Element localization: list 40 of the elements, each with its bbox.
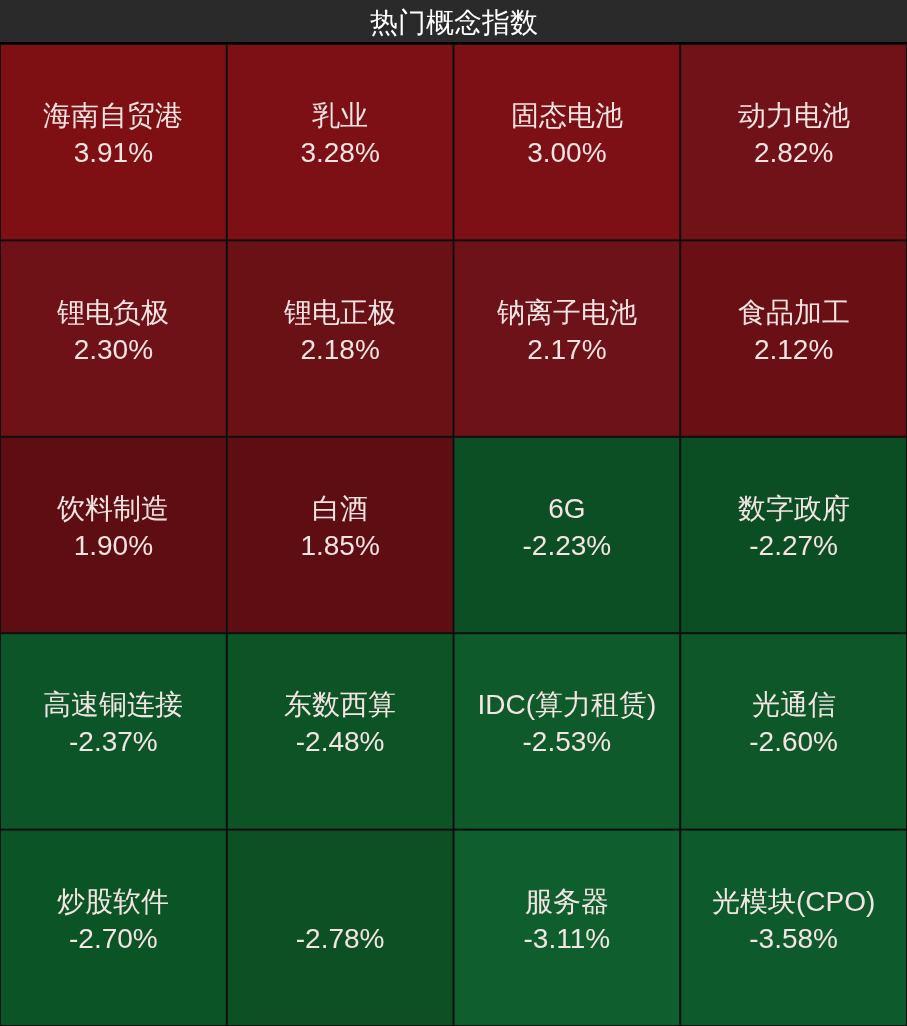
value-label: -2.70%	[69, 922, 158, 954]
value-label: 3.28%	[300, 137, 380, 169]
title: 热门概念指数	[369, 7, 538, 38]
tile-name: IDC(算力租赁)	[477, 689, 657, 721]
value-label: 3.00%	[527, 137, 607, 169]
tile-name: 光通信	[751, 689, 836, 721]
tile-name: 炒股软件	[57, 885, 170, 917]
tile-name: 东数西算	[284, 689, 397, 721]
value-label: -2.60%	[749, 726, 838, 758]
value-label: 1.90%	[73, 530, 154, 561]
tile-name: 固态电池	[510, 100, 623, 132]
tile-name: 钠离子电池	[496, 296, 637, 328]
tile-name: 白酒	[312, 493, 369, 524]
tile-name: 食品加工	[737, 296, 850, 328]
tile-name: 海南自贸港	[43, 100, 184, 132]
value-label: 2.82%	[753, 137, 834, 169]
tile-name: 服务器	[524, 885, 609, 917]
value-label: 2.18%	[300, 333, 380, 365]
value-label: 2.12%	[753, 333, 834, 365]
value-label: 1.85%	[300, 530, 380, 561]
tile-name: 6G	[548, 493, 586, 524]
tile-name: 饮料制造	[57, 493, 170, 524]
tile-name: 动力电池	[737, 100, 850, 132]
tile-name: 高速铜连接	[43, 689, 184, 721]
value-label: -2.53%	[522, 726, 612, 758]
value-label: -2.48%	[295, 726, 385, 758]
value-label: -3.11%	[523, 922, 611, 954]
value-label: -2.23%	[522, 530, 612, 561]
value-label: -3.58%	[749, 922, 838, 954]
tile-name: 数字政府	[737, 493, 850, 524]
tile-name: 锂电负极	[57, 296, 170, 328]
value-label: -2.27%	[749, 530, 838, 561]
tile-name: 乳业	[312, 100, 369, 132]
value-label: 2.30%	[73, 333, 154, 365]
value-label: 2.17%	[527, 333, 607, 365]
tile-name: 锂电正极	[284, 296, 397, 328]
tile-name: 光模块(CPO)	[711, 885, 876, 917]
value-label: 3.91%	[73, 137, 154, 169]
value-label: -2.78%	[295, 922, 385, 954]
value-label: -2.37%	[69, 726, 158, 758]
